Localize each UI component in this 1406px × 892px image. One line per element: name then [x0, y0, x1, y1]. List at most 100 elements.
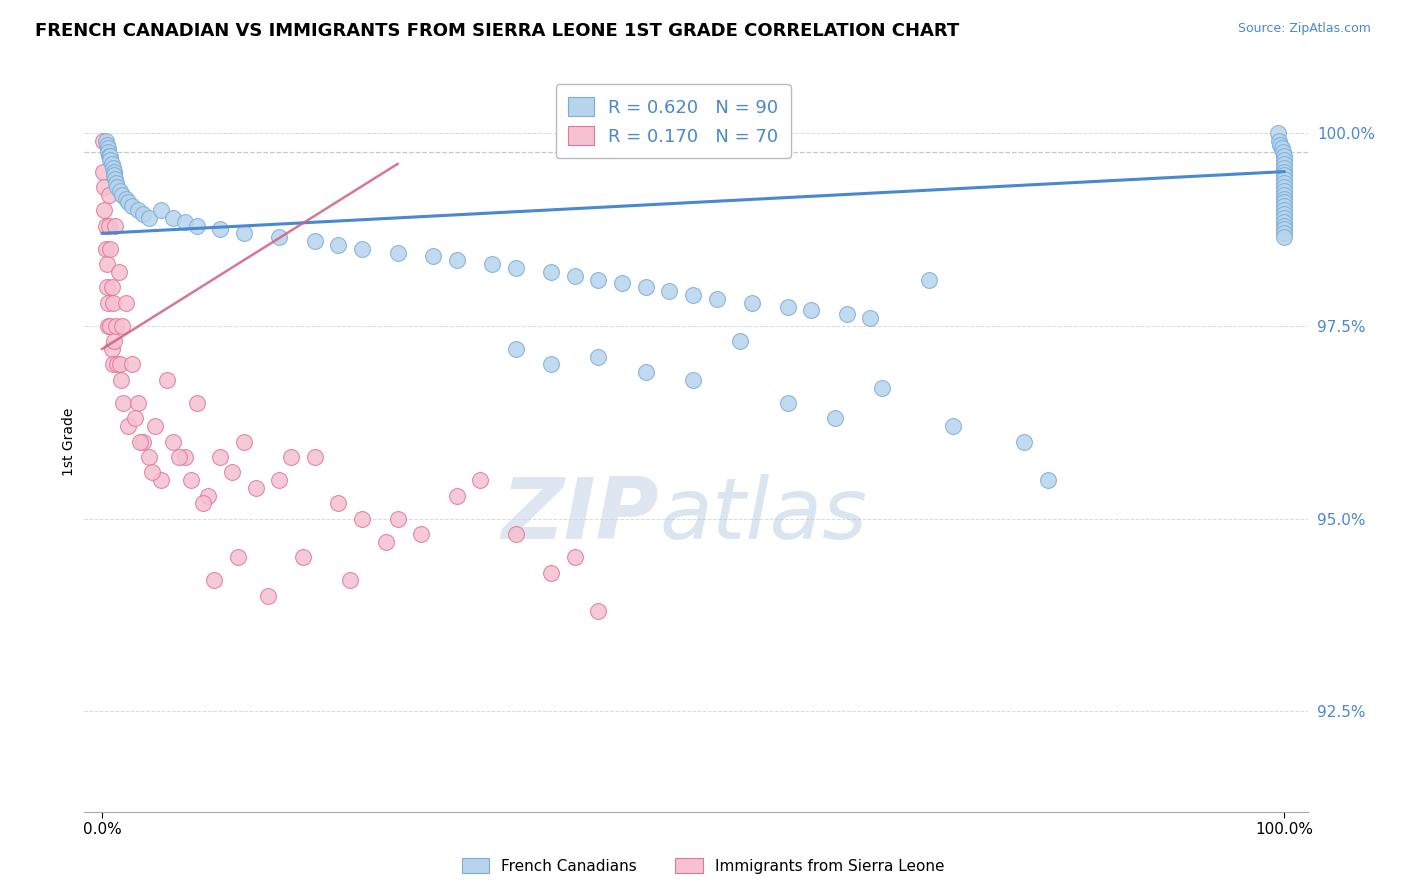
Point — [98, 149, 121, 163]
Point — [564, 268, 586, 283]
Point — [105, 176, 128, 190]
Point — [117, 195, 139, 210]
Point — [97, 295, 120, 310]
Point — [97, 318, 120, 333]
Point — [588, 604, 610, 618]
Point — [505, 342, 527, 356]
Point — [1272, 227, 1295, 241]
Point — [339, 574, 361, 588]
Point — [292, 550, 315, 565]
Point — [232, 227, 254, 241]
Point — [374, 534, 396, 549]
Point — [1272, 180, 1295, 194]
Point — [117, 419, 139, 434]
Point — [280, 450, 302, 464]
Point — [93, 203, 115, 218]
Point — [93, 180, 115, 194]
Point — [1268, 134, 1291, 148]
Point — [96, 137, 118, 152]
Point — [167, 450, 190, 464]
Point — [97, 145, 120, 160]
Point — [98, 187, 121, 202]
Point — [1272, 176, 1295, 190]
Point — [138, 450, 160, 464]
Point — [824, 411, 846, 425]
Text: ZIP: ZIP — [502, 474, 659, 558]
Y-axis label: 1st Grade: 1st Grade — [62, 408, 76, 475]
Point — [1272, 184, 1295, 198]
Point — [245, 481, 267, 495]
Point — [108, 184, 131, 198]
Legend: French Canadians, Immigrants from Sierra Leone: French Canadians, Immigrants from Sierra… — [456, 852, 950, 880]
Point — [100, 342, 122, 356]
Point — [150, 203, 173, 218]
Point — [96, 280, 118, 294]
Point — [540, 358, 562, 372]
Point — [870, 380, 893, 394]
Point — [269, 473, 291, 487]
Point — [191, 496, 214, 510]
Point — [162, 434, 184, 449]
Point — [730, 334, 752, 349]
Point — [1272, 161, 1295, 175]
Point — [108, 358, 131, 372]
Point — [352, 242, 374, 256]
Point — [173, 450, 195, 464]
Point — [107, 265, 129, 279]
Point — [124, 411, 146, 425]
Point — [110, 373, 132, 387]
Point — [202, 574, 225, 588]
Point — [197, 489, 219, 503]
Point — [776, 396, 799, 410]
Point — [505, 527, 527, 541]
Point — [1272, 222, 1295, 236]
Point — [1270, 137, 1292, 152]
Point — [682, 288, 704, 302]
Point — [682, 373, 704, 387]
Point — [1272, 207, 1295, 221]
Point — [232, 434, 254, 449]
Point — [103, 169, 125, 183]
Point — [114, 192, 136, 206]
Point — [114, 295, 136, 310]
Point — [481, 257, 503, 271]
Point — [91, 164, 114, 178]
Point — [150, 473, 173, 487]
Point — [446, 489, 468, 503]
Point — [180, 473, 202, 487]
Point — [1036, 473, 1059, 487]
Point — [98, 242, 121, 256]
Point — [132, 434, 155, 449]
Point — [1272, 199, 1295, 213]
Point — [1272, 172, 1295, 186]
Point — [121, 199, 143, 213]
Point — [98, 149, 121, 163]
Point — [1272, 195, 1295, 210]
Point — [1267, 126, 1289, 140]
Point — [94, 242, 117, 256]
Point — [186, 396, 208, 410]
Point — [1272, 149, 1295, 163]
Point — [304, 234, 326, 248]
Point — [105, 318, 128, 333]
Text: atlas: atlas — [659, 474, 868, 558]
Point — [1272, 153, 1295, 167]
Point — [221, 466, 243, 480]
Point — [103, 164, 125, 178]
Point — [1272, 203, 1295, 218]
Point — [121, 358, 143, 372]
Point — [505, 260, 527, 275]
Point — [94, 219, 117, 233]
Point — [100, 157, 122, 171]
Point — [269, 230, 291, 244]
Point — [103, 164, 125, 178]
Point — [138, 211, 160, 225]
Point — [186, 219, 208, 233]
Point — [328, 238, 350, 252]
Point — [835, 307, 858, 321]
Point — [1272, 187, 1295, 202]
Point — [104, 172, 127, 186]
Legend: R = 0.620   N = 90, R = 0.170   N = 70: R = 0.620 N = 90, R = 0.170 N = 70 — [555, 84, 792, 158]
Point — [1272, 164, 1295, 178]
Point — [101, 161, 124, 175]
